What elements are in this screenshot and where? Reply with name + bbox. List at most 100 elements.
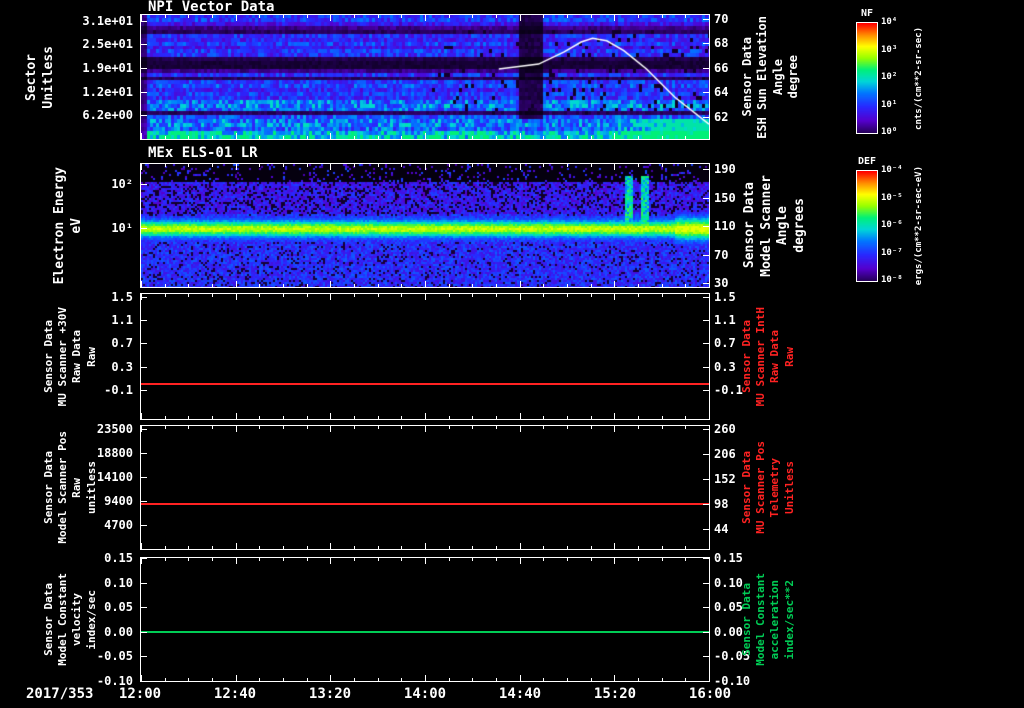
panel-model-constant bbox=[140, 557, 710, 682]
axis-label-line: Model Scanner Pos bbox=[56, 431, 70, 544]
panel-els-spectrogram bbox=[141, 164, 709, 287]
y-tick-mark bbox=[703, 343, 709, 345]
x-tick-mark bbox=[330, 281, 332, 287]
x-tick-mark bbox=[519, 15, 521, 21]
y-tick-mark bbox=[703, 283, 709, 285]
x-tick-mark bbox=[259, 136, 261, 139]
x-tick-mark bbox=[709, 558, 710, 564]
axis-label-line: Angle bbox=[770, 58, 785, 96]
x-tick-mark bbox=[235, 164, 237, 170]
x-tick-mark bbox=[567, 426, 568, 429]
x-tick-mark bbox=[401, 136, 403, 139]
panel-scanner-pos-data-line bbox=[141, 503, 709, 505]
x-tick-mark bbox=[614, 543, 616, 549]
x-tick-mark bbox=[472, 284, 474, 287]
x-tick-mark bbox=[330, 543, 332, 549]
x-tick-mark bbox=[496, 678, 497, 681]
x-tick-mark bbox=[661, 426, 663, 429]
x-tick-mark bbox=[188, 678, 190, 681]
y-tick-mark bbox=[703, 582, 709, 584]
x-tick-mark bbox=[377, 546, 379, 549]
right-tick-label: 1.5 bbox=[714, 289, 736, 304]
x-tick-mark bbox=[709, 675, 710, 681]
x-tick-mark bbox=[543, 294, 545, 297]
y-tick-mark bbox=[141, 227, 147, 229]
y-tick-mark bbox=[141, 343, 147, 345]
axis-label-line: Model Scanner bbox=[758, 174, 774, 277]
x-tick-mark bbox=[212, 164, 213, 167]
y-tick-mark bbox=[703, 169, 709, 170]
x-tick-mark bbox=[401, 546, 403, 549]
x-tick-mark bbox=[283, 136, 284, 139]
x-tick-mark bbox=[685, 426, 687, 429]
axis-label-line: ESH Sun Elevation bbox=[755, 15, 770, 139]
x-tick-mark bbox=[590, 678, 592, 681]
x-tick-mark bbox=[661, 15, 663, 18]
left-tick-label: 10¹ bbox=[111, 220, 133, 235]
panel-mu-scanner-raw-data-line bbox=[141, 383, 709, 386]
panel-npi-title: NPI Vector Data bbox=[148, 0, 275, 15]
x-tick-mark bbox=[212, 426, 213, 429]
left-tick-label: 18800 bbox=[96, 446, 133, 460]
left-tick-label: 6.2e+00 bbox=[82, 108, 133, 123]
y-tick-mark bbox=[703, 429, 709, 430]
x-tick-mark bbox=[590, 284, 592, 287]
axis-label-line: Telemetry bbox=[768, 457, 782, 518]
x-tick-mark bbox=[425, 294, 426, 300]
x-tick-mark bbox=[354, 426, 355, 429]
x-tick-mark bbox=[472, 416, 474, 419]
x-tick-mark bbox=[235, 281, 237, 287]
left-tick-label: 0.00 bbox=[104, 624, 133, 639]
y-tick-mark bbox=[703, 320, 709, 322]
x-tick-mark bbox=[614, 675, 616, 681]
axis-label-line: Sensor Data bbox=[42, 320, 55, 393]
left-tick-label: 1.5 bbox=[111, 289, 133, 304]
x-tick-mark bbox=[543, 15, 545, 18]
x-tick-mark bbox=[401, 284, 403, 287]
y-tick-mark bbox=[703, 18, 709, 20]
left-tick-label: 10² bbox=[111, 176, 133, 191]
x-tick-mark bbox=[496, 558, 497, 561]
y-tick-mark bbox=[141, 296, 147, 298]
x-tick-mark bbox=[377, 284, 379, 287]
right-tick-label: 64 bbox=[714, 85, 729, 100]
x-tick-mark bbox=[235, 294, 237, 300]
x-tick-mark bbox=[543, 416, 545, 419]
x-tick-mark bbox=[141, 133, 142, 139]
x-tick-mark bbox=[141, 543, 142, 549]
axis-label-line: Sensor Data bbox=[740, 451, 753, 524]
axis-label-line: Electron Energy bbox=[52, 166, 67, 285]
colorbar-def bbox=[856, 170, 878, 282]
x-tick-mark bbox=[661, 678, 663, 681]
x-tick-mark bbox=[330, 164, 332, 170]
x-tick-mark bbox=[496, 15, 497, 18]
x-tick-mark bbox=[614, 294, 616, 300]
colorbar-tick-label: 10⁻⁸ bbox=[881, 275, 903, 285]
x-tick-mark bbox=[638, 426, 639, 429]
y-tick-mark bbox=[703, 453, 709, 455]
x-tick-mark bbox=[283, 546, 284, 549]
x-tick-mark bbox=[425, 426, 426, 432]
colorbar-def-gradient bbox=[857, 171, 877, 281]
right-tick-label: 0.15 bbox=[714, 551, 743, 565]
x-tick-mark bbox=[306, 284, 308, 287]
left-tick-label: 2.5e+01 bbox=[82, 37, 133, 52]
x-tick-mark bbox=[661, 136, 663, 139]
x-tick-mark bbox=[259, 546, 261, 549]
x-tick-mark bbox=[472, 678, 474, 681]
axis-label-line: Unitless bbox=[40, 45, 56, 109]
x-tick-mark bbox=[306, 546, 308, 549]
x-tick-mark bbox=[164, 546, 166, 549]
x-tick-mark bbox=[354, 15, 355, 18]
x-tick-mark bbox=[567, 294, 568, 297]
right-tick-label: 44 bbox=[714, 521, 729, 536]
x-tick-mark bbox=[448, 558, 450, 561]
x-tick-mark bbox=[283, 678, 284, 681]
left-tick-label: 1.1 bbox=[111, 313, 133, 328]
right-tick-label: 70 bbox=[714, 247, 729, 262]
x-tick-mark bbox=[448, 136, 450, 139]
left-tick-label: -0.10 bbox=[96, 674, 133, 688]
x-tick-mark bbox=[614, 15, 616, 21]
x-tick-mark bbox=[235, 413, 237, 419]
x-tick-mark bbox=[590, 15, 592, 18]
